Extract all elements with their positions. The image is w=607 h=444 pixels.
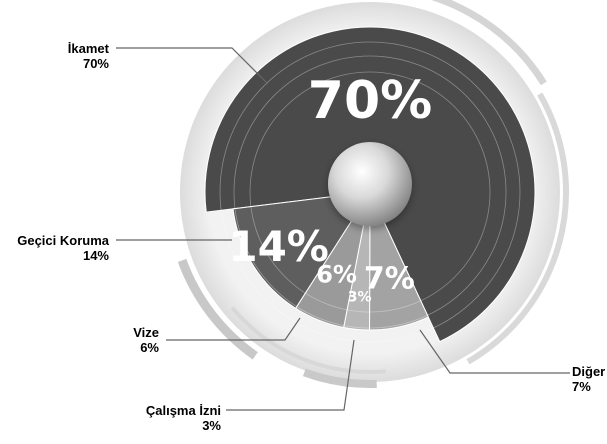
- callout-gecici-koruma-name: Geçici Koruma: [17, 233, 109, 248]
- callout-calisma-izni-name: Çalışma İzni: [145, 403, 221, 418]
- leader-calisma-izni: [226, 339, 355, 411]
- callout-ikamet-value: 70%: [82, 56, 109, 71]
- callout-gecici-koruma-value: 14%: [82, 248, 109, 263]
- callout-vize: Vize 6%: [133, 325, 159, 355]
- deco-arc-bottom: [302, 368, 377, 388]
- deco-arc-right: [466, 92, 569, 365]
- inner-ring-2: [233, 55, 507, 329]
- callout-gecici-koruma: Geçici Koruma 14%: [17, 233, 109, 263]
- leader-ikamet: [116, 47, 269, 85]
- data-labels-layer: 70% 7%3%6%14%: [228, 71, 432, 305]
- callout-diger-name: Diğer: [572, 364, 606, 379]
- data-label-2: 7%: [364, 261, 415, 296]
- callout-calisma-izni: Çalışma İzni 3%: [146, 403, 221, 433]
- slice-5: [232, 191, 371, 309]
- leader-vize: [166, 317, 301, 341]
- leader-diger: [419, 329, 570, 374]
- center-hub: [328, 142, 412, 226]
- callout-calisma-izni-value: 3%: [202, 418, 221, 433]
- deco-arc-left: [177, 258, 258, 360]
- leader-lines-layer: [116, 47, 570, 411]
- overlay-layer: [219, 41, 521, 343]
- inner-ring-3: [249, 71, 491, 313]
- deco-arc-top: [430, 0, 547, 86]
- deco-arc-bottom-left: [230, 306, 386, 374]
- callout-diger: Diğer 7%: [572, 364, 607, 394]
- callout-ikamet-name: İkamet: [67, 41, 109, 56]
- data-label-1: 70%: [308, 71, 432, 131]
- callout-diger-value: 7%: [572, 379, 591, 394]
- data-label-4: 6%: [316, 261, 357, 289]
- data-label-3: 3%: [348, 289, 372, 305]
- data-label-5: 14%: [228, 222, 329, 271]
- callout-vize-name: Vize: [133, 325, 159, 340]
- inner-ring-1: [219, 41, 521, 343]
- callout-vize-value: 6%: [140, 340, 159, 355]
- callout-ikamet: İkamet 70%: [68, 41, 109, 71]
